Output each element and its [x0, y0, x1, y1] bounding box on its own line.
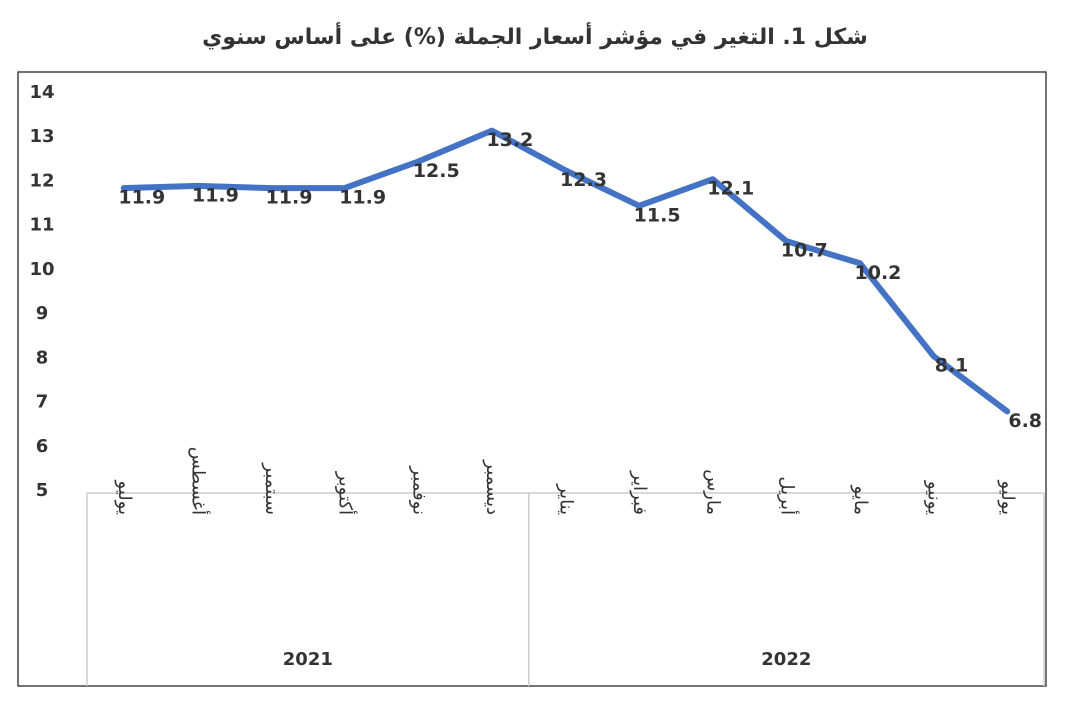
- data-label: 11.9: [266, 187, 313, 209]
- x-tick-label: فبراير: [629, 470, 650, 515]
- data-label: 12.1: [707, 178, 754, 200]
- data-label: 6.8: [1008, 410, 1042, 432]
- data-label: 8.1: [935, 355, 969, 377]
- data-label: 10.7: [781, 240, 828, 262]
- group-label: 2022: [761, 649, 811, 670]
- x-tick-label: نوفمبر: [408, 465, 429, 515]
- x-tick-label: مارس: [703, 469, 724, 515]
- y-tick-label: 6: [36, 436, 49, 457]
- x-tick-label: يونيو: [924, 480, 945, 515]
- x-tick-label: ديسمبر: [482, 459, 503, 515]
- y-tick-label: 14: [29, 82, 54, 103]
- x-tick-label: يناير: [556, 483, 577, 515]
- data-label: 11.9: [118, 187, 165, 209]
- y-tick-label: 5: [36, 480, 49, 501]
- data-label: 12.3: [560, 169, 607, 191]
- x-tick-label: يوليو: [997, 479, 1018, 515]
- y-tick-label: 9: [36, 303, 49, 324]
- data-label: 11.9: [192, 184, 239, 206]
- data-label: 11.5: [634, 204, 681, 226]
- chart-frame: [17, 71, 1047, 687]
- data-label: 12.5: [413, 160, 460, 182]
- x-tick-label: سبتمبر: [261, 462, 282, 515]
- x-tick-label: أبريل: [776, 476, 799, 515]
- data-label: 10.2: [855, 262, 902, 284]
- chart-title: شكل 1. التغير في مؤشر أسعار الجملة (%) ع…: [202, 21, 868, 50]
- y-tick-label: 10: [29, 259, 54, 280]
- y-tick-label: 12: [29, 170, 54, 191]
- line-series: [120, 127, 1011, 415]
- y-tick-label: 13: [29, 126, 54, 147]
- x-tick-label: أغسطس: [187, 447, 210, 515]
- x-tick-label: أكتوبر: [335, 471, 358, 515]
- y-tick-label: 7: [36, 392, 49, 413]
- y-tick-label: 8: [36, 347, 49, 368]
- y-tick-label: 11: [29, 215, 54, 236]
- group-label: 2021: [283, 649, 333, 670]
- data-label: 11.9: [339, 187, 386, 209]
- x-tick-label: مايو: [850, 485, 871, 515]
- data-label: 13.2: [486, 129, 533, 151]
- x-tick-label: يوليو: [114, 479, 135, 515]
